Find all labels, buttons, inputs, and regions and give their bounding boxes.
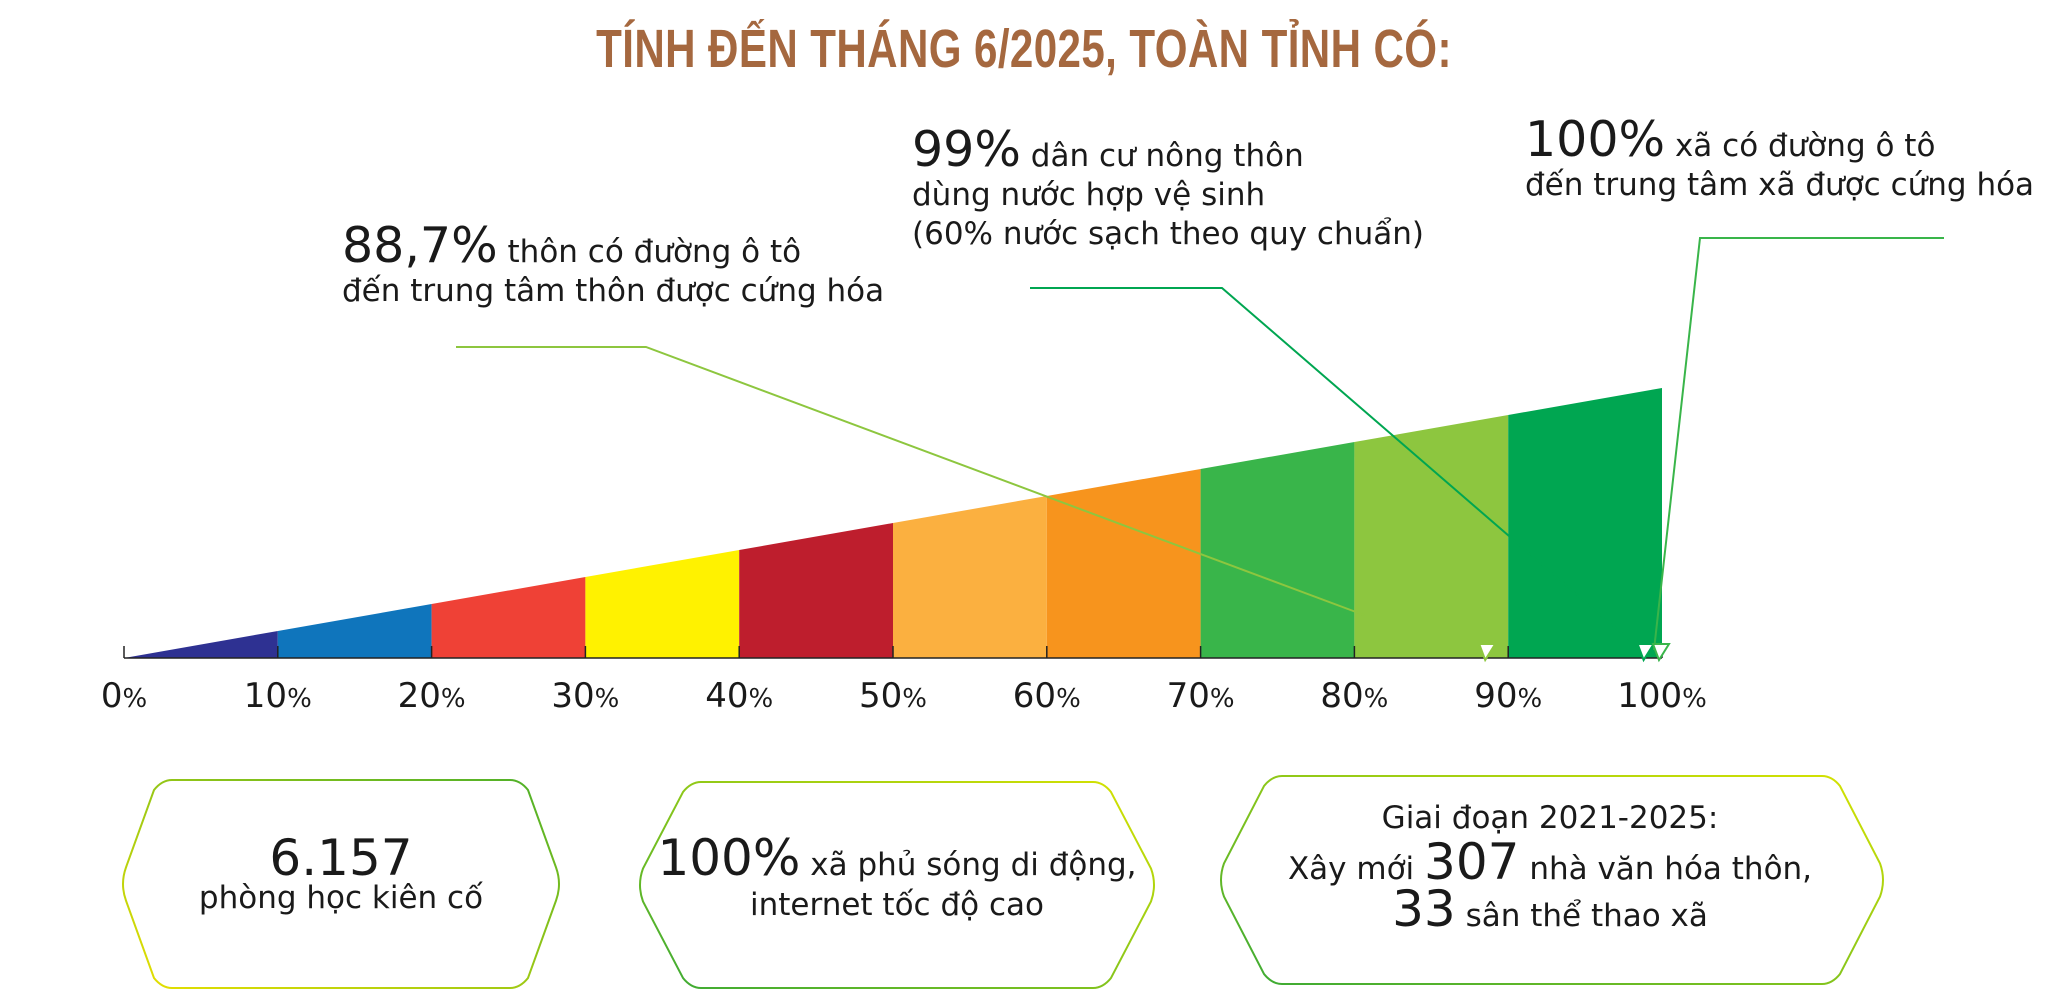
annotation-line3: (60% nước sạch theo quy chuẩn) <box>912 216 1424 252</box>
tick-number: 0 <box>101 676 123 716</box>
info-box-frame-3 <box>1220 775 1884 985</box>
wedge-segment-6 <box>893 496 1047 658</box>
box-line1: xã phủ sóng di động, <box>810 847 1137 883</box>
box-big-307: 307 <box>1424 833 1520 891</box>
tick-unit: % <box>1682 684 1707 714</box>
tick-number: 10 <box>244 676 287 716</box>
info-box-frame-2 <box>639 781 1155 989</box>
wedge-segment-7 <box>1046 469 1201 658</box>
x-tick-label-80: 80% <box>1320 676 1388 716</box>
tick-unit: % <box>441 684 466 714</box>
annotation-value: 100% <box>1525 111 1666 168</box>
annotation-leader-line-2 <box>1030 287 1640 649</box>
box-mobile: 100% xã phủ sóng di động, internet tốc đ… <box>637 833 1157 925</box>
box-pre: Xây mới <box>1287 851 1415 887</box>
tick-unit: % <box>595 684 620 714</box>
box-heading: Giai đoạn 2021-2025: <box>1381 800 1719 836</box>
box-big-33: 33 <box>1392 880 1456 938</box>
tick-unit: % <box>1210 684 1235 714</box>
tick-number: 80 <box>1320 676 1363 716</box>
tick-number: 90 <box>1474 676 1517 716</box>
x-tick-label-20: 20% <box>398 676 466 716</box>
x-tick-label-10: 10% <box>244 676 312 716</box>
tick-number: 20 <box>398 676 441 716</box>
info-box-frame-1 <box>122 779 560 989</box>
tick-unit: % <box>1364 684 1389 714</box>
x-tick-label-90: 90% <box>1474 676 1542 716</box>
tick-unit: % <box>1517 684 1542 714</box>
box-line1: phòng học kiên cố <box>198 880 484 916</box>
tick-number: 70 <box>1167 676 1210 716</box>
annotation-line2: đến trung tâm xã được cứng hóa <box>1525 167 2035 203</box>
tick-unit: % <box>902 684 927 714</box>
x-tick-label-60: 60% <box>1013 676 1081 716</box>
box-culture: Giai đoạn 2021-2025: Xây mới 307 nhà văn… <box>1220 798 1880 936</box>
box-line2: internet tốc độ cao <box>750 887 1044 923</box>
chart-title: TÍNH ĐẾN THÁNG 6/2025, TOÀN TỈNH CÓ: <box>596 19 1452 79</box>
wedge-segment-4 <box>585 550 740 658</box>
annotation-line1: dân cư nông thôn <box>1030 138 1304 174</box>
x-tick-label-50: 50% <box>859 676 927 716</box>
wedge-segment-3 <box>431 577 586 658</box>
x-tick-label-30: 30% <box>551 676 619 716</box>
annotation-line2: dùng nước hợp vệ sinh <box>912 177 1266 213</box>
annotation-marker-2 <box>1636 643 1656 663</box>
wedge-segment-5 <box>739 523 893 658</box>
annotation-line1: thôn có đường ô tô <box>507 234 802 270</box>
box-post1: nhà văn hóa thôn, <box>1529 851 1813 887</box>
annotation-value: 88,7% <box>342 217 498 274</box>
tick-unit: % <box>1056 684 1081 714</box>
tick-number: 40 <box>705 676 748 716</box>
box-classrooms: 6.157 phòng học kiên cố <box>120 829 562 918</box>
annotation-marker-1 <box>1477 643 1498 663</box>
wedge-segment-10 <box>1508 388 1662 658</box>
wedge-segment-2 <box>277 604 432 658</box>
wedge-segment-8 <box>1200 442 1355 658</box>
x-tick-label-0: 0% <box>101 676 147 716</box>
tick-unit: % <box>287 684 312 714</box>
wedge-segment-9 <box>1354 415 1509 658</box>
tick-number: 30 <box>551 676 594 716</box>
tick-unit: % <box>748 684 773 714</box>
annotation-leader-line-1 <box>456 346 1365 616</box>
tick-unit: % <box>122 684 147 714</box>
x-tick-label-70: 70% <box>1167 676 1235 716</box>
box-big-value: 100% <box>657 829 801 887</box>
x-tick-label-40: 40% <box>705 676 773 716</box>
annotation-marker-3 <box>1651 643 1671 663</box>
x-tick-label-100: 100% <box>1617 676 1707 716</box>
annotation-value: 99% <box>912 121 1021 178</box>
annotation-line1: xã có đường ô tô <box>1674 128 1936 164</box>
wedge-segment-1 <box>124 631 278 658</box>
box-post2: sân thể thao xã <box>1465 898 1708 934</box>
annotation-water: 99% dân cư nông thôn dùng nước hợp vệ si… <box>912 125 1424 254</box>
annotation-commune-road: 100% xã có đường ô tô đến trung tâm xã đ… <box>1525 115 2035 205</box>
box-big-value: 6.157 <box>269 829 413 887</box>
annotation-thon-road: 88,7% thôn có đường ô tô đến trung tâm t… <box>342 221 885 311</box>
tick-number: 50 <box>859 676 902 716</box>
annotation-line2: đến trung tâm thôn được cứng hóa <box>342 273 885 309</box>
annotation-leader-line-3 <box>1653 237 1944 651</box>
tick-number: 100 <box>1617 676 1682 716</box>
tick-number: 60 <box>1013 676 1056 716</box>
